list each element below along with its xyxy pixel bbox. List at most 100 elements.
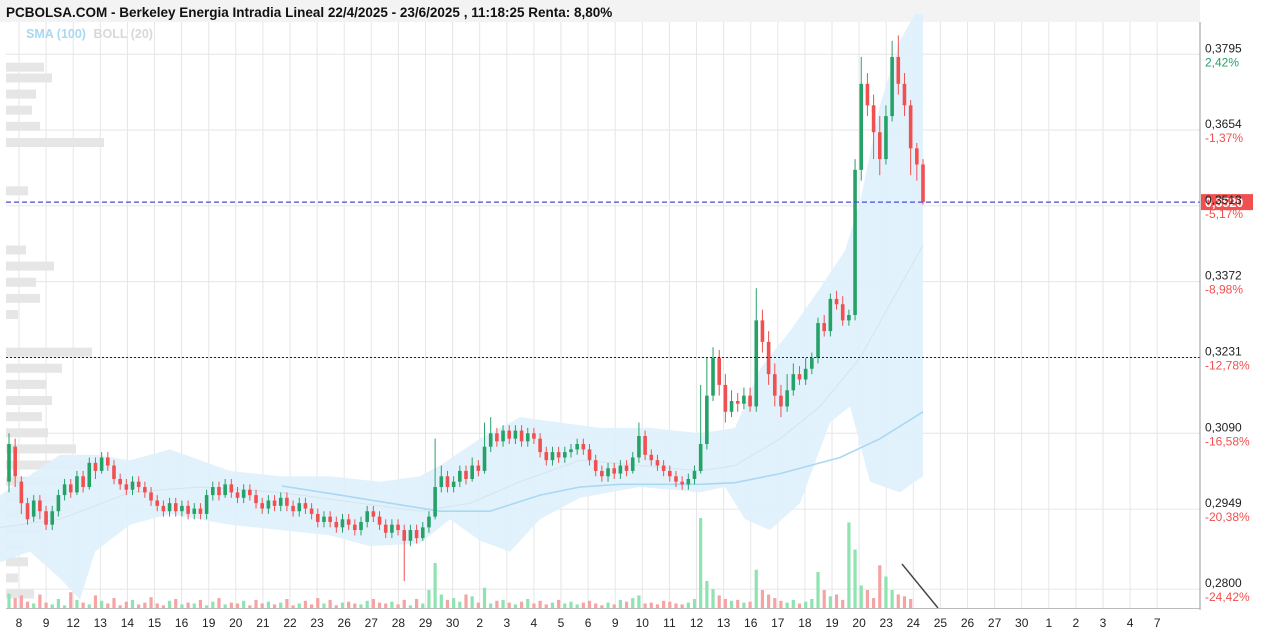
price-tick-percent: -5,17% <box>1205 207 1243 221</box>
price-tick-label: 0,3795 <box>1205 41 1242 55</box>
volume-bar <box>297 603 301 608</box>
volume-bar <box>501 599 505 608</box>
price-tick-label: 0,2949 <box>1205 496 1242 510</box>
volume-bar <box>365 600 369 608</box>
candle-body <box>908 105 913 149</box>
volume-bar <box>371 599 375 608</box>
candle-body <box>519 430 524 442</box>
candle-body <box>340 519 345 528</box>
price-tick-percent: -20,38% <box>1205 510 1250 524</box>
date-tick-label: 4 <box>1127 616 1134 630</box>
volume-bar <box>100 600 104 608</box>
candle-body <box>62 484 67 496</box>
legend-boll[interactable]: BOLL (20) <box>93 27 153 41</box>
candle-body <box>859 83 864 170</box>
candle-body <box>877 132 882 160</box>
date-tick-label: 24 <box>907 616 921 630</box>
volume-profile-bar <box>6 277 36 287</box>
candle-body <box>840 304 845 321</box>
candle-body <box>334 521 339 528</box>
candle-body <box>402 530 407 541</box>
volume-bar <box>649 602 653 608</box>
volume-bar <box>118 605 122 608</box>
last-price-label: 0,3520 <box>1205 196 1243 210</box>
price-tick-label: 0,3513 <box>1205 193 1242 207</box>
date-tick-label: 4 <box>531 616 538 630</box>
volume-bar <box>859 585 863 608</box>
volume-bar <box>217 598 221 608</box>
candle-body <box>106 457 110 466</box>
date-tick-label: 23 <box>880 616 894 630</box>
volume-bar <box>526 599 530 608</box>
date-tick-label: 13 <box>717 616 731 630</box>
volume-bar <box>445 599 450 608</box>
candle-body <box>525 433 530 442</box>
indicator-legend: SMA (100) BOLL (20) <box>26 27 153 41</box>
volume-bar <box>310 604 314 608</box>
volume-bar <box>754 569 758 608</box>
volume-bar <box>427 590 431 608</box>
volume-bar <box>291 605 295 608</box>
volume-bar <box>600 605 604 608</box>
volume-bar <box>248 605 252 608</box>
candle-body <box>303 503 308 509</box>
candle-body <box>637 435 641 458</box>
candle-body <box>458 470 462 482</box>
volume-bar <box>25 601 30 608</box>
date-tick-label: 20 <box>229 616 243 630</box>
volume-bar <box>7 593 11 608</box>
candle-body <box>772 374 777 396</box>
volume-bar <box>711 589 715 608</box>
volume-bar <box>871 598 876 608</box>
candle-body <box>742 395 746 404</box>
candle-body <box>136 481 141 488</box>
candle-body <box>383 524 388 533</box>
volume-bar <box>44 602 48 608</box>
date-tick-label: 17 <box>771 616 785 630</box>
volume-bar <box>470 596 474 608</box>
candle-body <box>606 468 610 477</box>
volume-bar <box>797 603 802 608</box>
candle-body <box>853 169 857 315</box>
volume-bar <box>260 603 264 608</box>
volume-bar <box>452 598 456 608</box>
candle-body <box>723 384 728 412</box>
volume-bar <box>408 605 413 608</box>
volume-bar <box>748 601 752 608</box>
volume-profile-bar <box>6 245 26 255</box>
candle-body <box>217 487 221 496</box>
date-tick-label: 28 <box>392 616 406 630</box>
volume-bar <box>359 604 363 608</box>
candle-body <box>173 503 178 512</box>
volume-bar <box>618 599 622 608</box>
date-tick-label: 25 <box>934 616 948 630</box>
volume-bar <box>186 602 190 608</box>
date-tick-label: 15 <box>148 616 162 630</box>
candle-body <box>464 470 468 479</box>
volume-profile-bar <box>6 428 48 438</box>
candle-body <box>476 465 481 471</box>
candle-body <box>735 401 740 404</box>
volume-bar <box>878 565 882 608</box>
date-tick-label: 8 <box>16 616 23 630</box>
candle-body <box>44 511 48 525</box>
volume-bar <box>242 600 246 608</box>
candle-body <box>272 500 277 506</box>
price-tick-label: 0,2800 <box>1205 576 1242 590</box>
candle-body <box>56 495 61 512</box>
candle-body <box>834 298 839 305</box>
candle-body <box>278 497 283 506</box>
candle-body <box>667 470 672 477</box>
candle-body <box>254 495 258 504</box>
volume-bar <box>489 603 493 608</box>
legend-sma[interactable]: SMA (100) <box>26 27 86 41</box>
volume-profile-bar <box>6 62 44 72</box>
volume-profile-bar <box>6 347 92 357</box>
date-tick-label: 3 <box>503 616 510 630</box>
candle-body <box>25 503 30 520</box>
candle-body <box>161 505 166 512</box>
price-tick-percent: -1,37% <box>1205 131 1243 145</box>
volume-bar <box>223 604 227 608</box>
volume-bar <box>896 594 900 608</box>
candle-body <box>68 484 73 493</box>
